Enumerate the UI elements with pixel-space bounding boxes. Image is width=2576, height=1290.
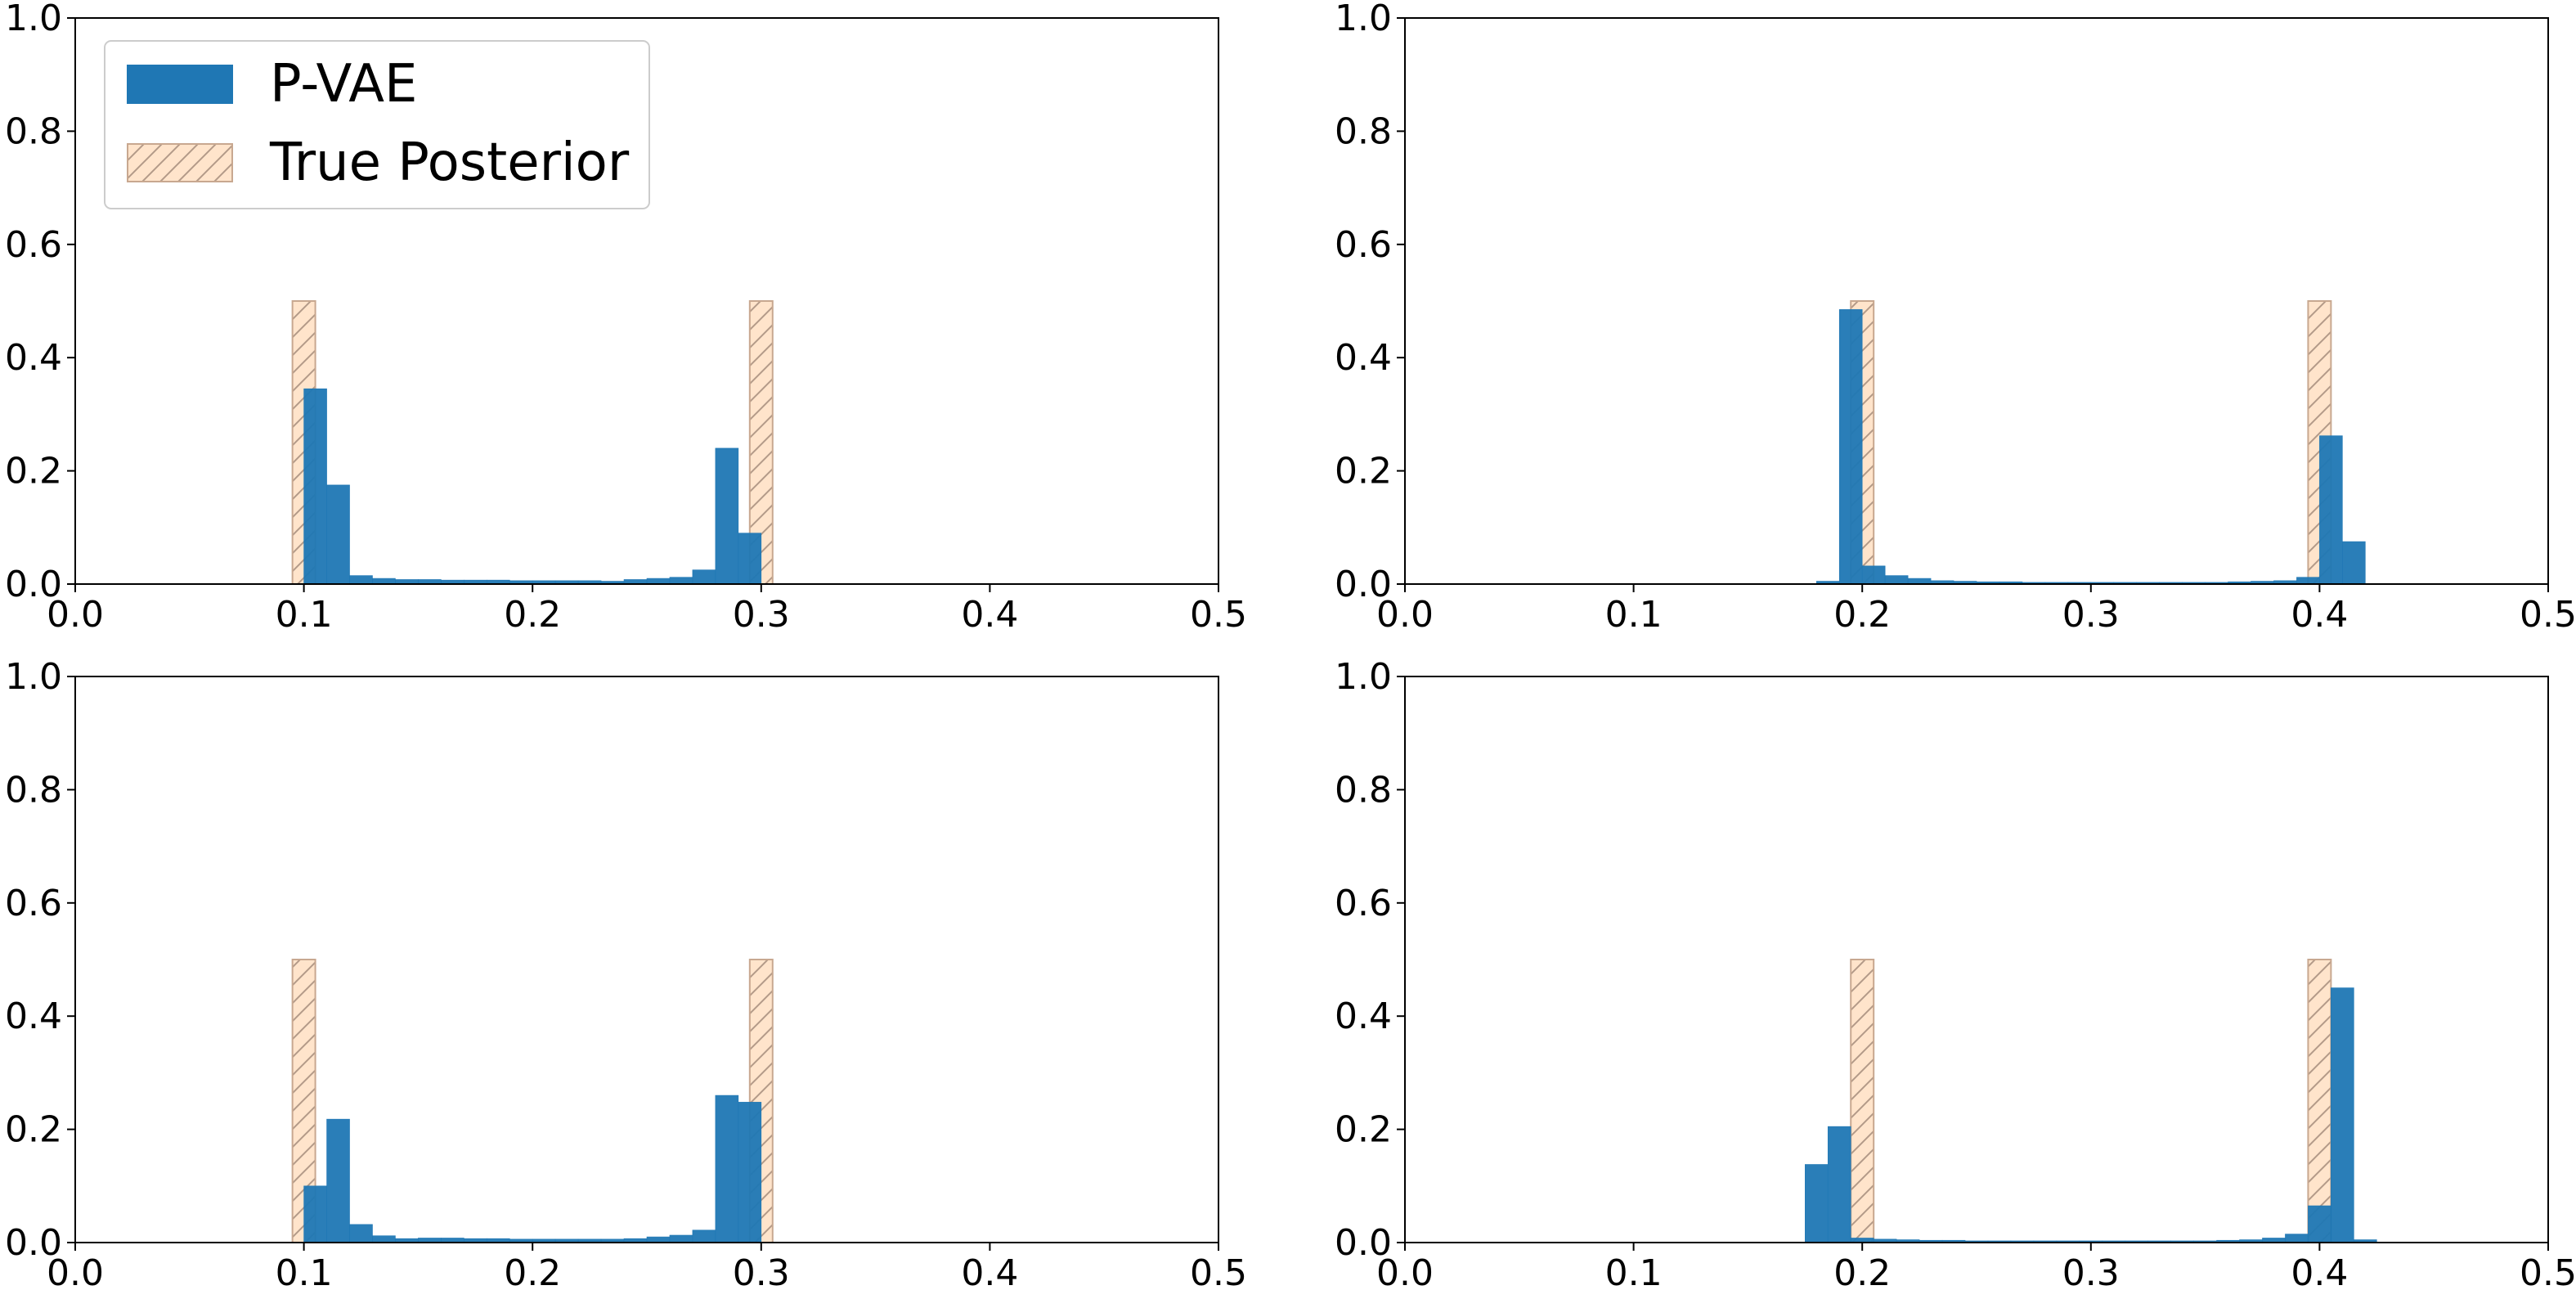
p-vae-bar <box>2342 541 2366 585</box>
y-tick-label: 0.4 <box>1335 996 1392 1037</box>
y-tick-label: 0.2 <box>1335 451 1392 492</box>
p-vae-bar <box>1838 309 1863 585</box>
x-tick-label: 0.4 <box>961 1252 1018 1290</box>
subplot-top-right: 0.0 0.1 0.2 0.3 0.4 0.5 0.0 0.2 0.4 0.6 0.8 1.0 <box>1335 0 2576 636</box>
subplot-top-left: 0.0 0.1 0.2 0.3 0.4 0.5 0.0 0.2 0.4 0.6 0.8 1.0 <box>5 0 1247 636</box>
axes-frame <box>1404 676 2549 1243</box>
y-tick-label: 1.0 <box>5 656 62 698</box>
y-tick-label: 1.0 <box>1335 0 1392 39</box>
legend: P-VAE True Posterior <box>104 40 650 209</box>
x-tick-label: 0.5 <box>2520 1252 2576 1290</box>
x-tick-label: 0.0 <box>1376 594 1434 636</box>
x-tick-label: 0.3 <box>733 1252 790 1290</box>
p-vae-bar <box>349 1224 373 1243</box>
y-tick-label: 0.8 <box>5 769 62 811</box>
y-tick-label: 0.8 <box>5 110 62 152</box>
y-tick-label: 0.2 <box>1335 1109 1392 1151</box>
x-tick-label: 0.3 <box>2062 1252 2120 1290</box>
p-vae-bar <box>326 484 350 585</box>
x-tick-label: 0.0 <box>47 594 104 636</box>
p-vae-bar <box>326 1118 350 1243</box>
p-vae-bar <box>1827 1126 1851 1243</box>
p-vae-bar <box>1884 575 1909 585</box>
y-tick-label: 1.0 <box>1335 656 1392 698</box>
p-vae-bar <box>692 569 716 585</box>
y-tick-label: 0.8 <box>1335 769 1392 811</box>
y-tick-label: 0.8 <box>1335 110 1392 152</box>
x-tick-label: 0.5 <box>1190 594 1247 636</box>
x-tick-label: 0.3 <box>2062 594 2120 636</box>
true-posterior-bar <box>2307 959 2332 1243</box>
legend-label-p-vae: P-VAE <box>270 54 417 115</box>
x-tick-label: 0.4 <box>2291 594 2348 636</box>
y-tick-label: 0.0 <box>1335 564 1392 605</box>
true-posterior-bar <box>1850 959 1875 1243</box>
p-vae-bar <box>2319 435 2343 585</box>
subplot-bottom-left: 0.0 0.1 0.2 0.3 0.4 0.5 0.0 0.2 0.4 0.6 0.8 1.0 <box>5 656 1247 1290</box>
x-tick-label: 0.1 <box>276 1252 333 1290</box>
x-tick-label: 0.5 <box>2520 594 2576 636</box>
x-tick-label: 0.1 <box>276 594 333 636</box>
x-tick-label: 0.5 <box>1190 1252 1247 1290</box>
x-tick-label: 0.3 <box>733 594 790 636</box>
y-tick-label: 0.0 <box>1335 1222 1392 1264</box>
x-tick-label: 0.0 <box>47 1252 104 1290</box>
y-tick-label: 0.6 <box>5 883 62 924</box>
p-vae-bar <box>692 1229 716 1243</box>
p-vae-bar <box>669 1234 693 1243</box>
x-tick-label: 0.4 <box>961 594 1018 636</box>
p-vae-bar <box>738 1102 762 1243</box>
x-tick-label: 0.4 <box>2291 1252 2348 1290</box>
p-vae-bar <box>372 1235 396 1243</box>
p-vae-bar <box>1805 1164 1829 1243</box>
p-vae-bar <box>715 1094 739 1243</box>
x-tick-label: 0.1 <box>1605 1252 1663 1290</box>
y-tick-label: 0.6 <box>5 224 62 266</box>
p-vae-bar <box>1861 565 1886 585</box>
y-tick-label: 0.0 <box>5 1222 62 1264</box>
x-tick-label: 0.2 <box>504 1252 561 1290</box>
p-vae-bar <box>303 1185 327 1243</box>
p-vae-bar <box>1907 578 1932 585</box>
y-tick-label: 0.6 <box>1335 883 1392 924</box>
y-tick-label: 0.4 <box>5 996 62 1037</box>
y-tick-label: 0.2 <box>5 451 62 492</box>
x-tick-label: 0.0 <box>1376 1252 1434 1290</box>
p-vae-bar <box>646 1236 671 1243</box>
legend-box <box>104 40 650 209</box>
y-tick-label: 0.2 <box>5 1109 62 1151</box>
x-tick-label: 0.2 <box>504 594 561 636</box>
p-vae-bar <box>303 388 327 585</box>
axes-frame <box>74 17 1219 585</box>
p-vae-bar <box>646 578 671 585</box>
p-vae-bar <box>2331 987 2354 1243</box>
p-vae-bar <box>2308 1205 2331 1243</box>
legend-swatch-p-vae <box>127 65 233 104</box>
p-vae-bar <box>2296 577 2320 585</box>
y-tick-label: 0.6 <box>1335 224 1392 266</box>
y-tick-label: 0.4 <box>1335 337 1392 379</box>
x-tick-label: 0.2 <box>1833 1252 1891 1290</box>
x-tick-label: 0.2 <box>1833 594 1891 636</box>
subplot-bottom-right: 0.0 0.1 0.2 0.3 0.4 0.5 0.0 0.2 0.4 0.6 0.8 1.0 <box>1335 656 2576 1290</box>
p-vae-bar <box>738 533 762 585</box>
y-tick-label: 1.0 <box>5 0 62 39</box>
p-vae-bar <box>2285 1234 2309 1243</box>
legend-swatch-true-posterior <box>127 143 233 182</box>
y-tick-label: 0.0 <box>5 564 62 605</box>
x-tick-label: 0.1 <box>1605 594 1663 636</box>
axes-frame <box>74 676 1219 1243</box>
p-vae-bar <box>715 447 739 585</box>
legend-label-true-posterior: True Posterior <box>269 133 630 193</box>
p-vae-bar <box>349 575 373 585</box>
p-vae-bar <box>372 578 396 585</box>
p-vae-bar <box>669 577 693 585</box>
axes-frame <box>1404 17 2549 585</box>
y-tick-label: 0.4 <box>5 337 62 379</box>
